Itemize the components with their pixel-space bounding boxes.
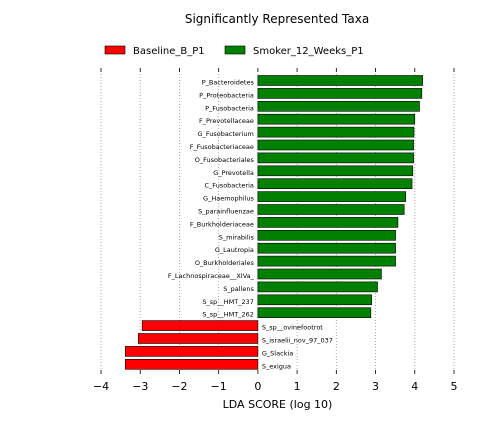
bar [257,307,372,319]
taxon-label: S_sp__HMT_237 [202,298,254,306]
taxon-label: S_mirabilis [219,233,255,241]
taxon-label: O_Fusobacteriales [195,156,255,164]
x-tick-label: 5 [451,380,458,393]
x-tick-label: −1 [211,380,227,393]
bar [257,255,396,267]
taxon-label: S_pallens [223,285,254,293]
bars [125,75,423,370]
taxon-label: O_Burkholderiales [195,259,255,267]
x-tick-label: −3 [132,380,148,393]
taxon-label: P_Proteobacteria [199,91,254,99]
legend-label-smoker: Smoker_12_Weeks_P1 [253,46,364,57]
taxon-label: F_Lachnospiraceae__XIVa_ [168,272,255,280]
bar [257,88,423,99]
x-axis-label: LDA SCORE (log 10) [223,398,333,411]
legend-label-baseline: Baseline_B_P1 [133,46,205,57]
taxon-label: G_Slackia [262,349,293,357]
legend: Baseline_B_P1 Smoker_12_Weeks_P1 [104,45,364,57]
bar [257,75,423,86]
bar [257,268,382,280]
chart-title: Significantly Represented Taxa [185,12,369,26]
x-tick-label: 0 [254,380,261,393]
bar [125,346,259,357]
legend-swatch-baseline [104,45,126,55]
bar [257,101,420,112]
x-tick-label: 2 [333,380,340,393]
taxon-label: S_parainfluenzae [198,208,254,216]
bar [257,204,405,215]
taxon-label: G_Fusobacterium [198,130,254,138]
x-tick-label: 1 [294,380,301,393]
taxon-label: P_Fusobacteria [205,104,254,112]
bar [257,152,414,164]
taxon-label: G_Lautropia [215,246,254,254]
taxon-label: S_sp__ovinefootrot [262,324,323,332]
x-axis: −4 −3 −2 −1 0 1 2 3 4 5 [93,68,458,393]
x-tick-label: −2 [171,380,187,393]
taxon-labels: P_Bacteroidetes P_Proteobacteria P_Fusobac… [168,79,333,371]
taxon-label: G_Prevotella [213,169,254,177]
bar [257,113,416,125]
taxon-label: F_Fusobacteriaceae [190,143,254,151]
bar [257,178,413,189]
legend-swatch-smoker [224,45,246,55]
bar [257,139,414,151]
taxon-label: S_sp__HMT_262 [202,311,254,319]
bar [257,281,378,293]
bar [137,333,259,344]
taxon-label: S_exigua [262,362,291,370]
bar [257,126,415,138]
bar [257,217,399,228]
bar [257,230,396,241]
taxon-label: S_israelii_nov_97_037 [262,337,333,345]
x-tick-label: 4 [411,380,418,393]
bar [257,294,372,306]
taxon-label: F_Burkholderiaceae [190,220,254,228]
taxon-label: F_Prevotellaceae [199,117,254,125]
x-tick-label: 3 [372,380,379,393]
taxon-label: C_Fusobacteria [205,182,254,190]
taxon-label: P_Bacteroidetes [202,79,255,87]
bar [257,242,396,254]
bar [257,191,407,202]
bar [125,358,259,370]
bar [257,165,414,177]
taxon-label: G_Haemophilus [203,195,254,203]
bar [141,320,259,331]
x-tick-label: −4 [93,380,109,393]
